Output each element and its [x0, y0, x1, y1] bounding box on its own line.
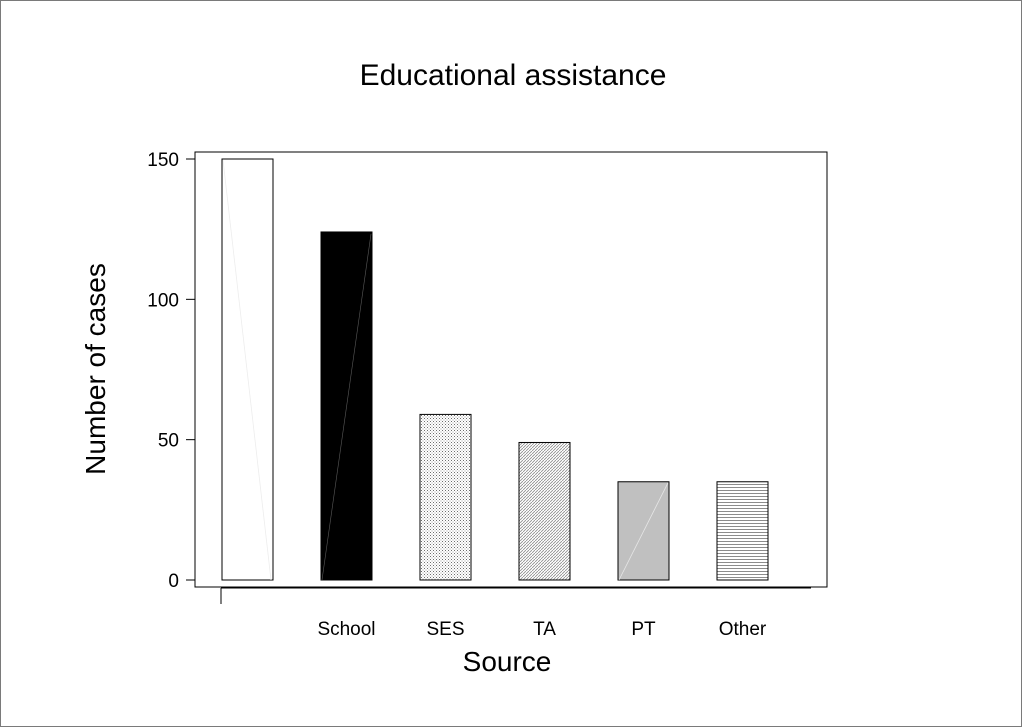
x-tick-label: School: [317, 619, 375, 640]
chart-title: Educational assistance: [360, 59, 667, 92]
x-tick-label: SES: [426, 619, 464, 640]
y-tick-label: 150: [147, 150, 179, 171]
bar-ses: [419, 413, 472, 581]
y-axis: 0 50 100 150: [147, 150, 196, 592]
bar-artifact-line: [618, 482, 669, 581]
bar-ta: [518, 441, 571, 581]
x-tick-label: PT: [631, 619, 656, 640]
x-tick-label: Other: [719, 619, 767, 640]
x-axis: School SES TA PT Other: [220, 587, 811, 640]
y-tick-label: 100: [147, 290, 179, 311]
bar-artifact-line: [222, 159, 272, 581]
bar-unlabeled: [221, 158, 274, 581]
bar-artifact-line: [321, 233, 372, 581]
x-tick-label: TA: [533, 619, 556, 640]
y-tick-label: 50: [158, 431, 179, 452]
bar-other: [716, 481, 769, 581]
y-axis-label: Number of cases: [80, 263, 111, 475]
bars-group: [221, 158, 769, 581]
y-tick-label: 0: [168, 571, 179, 592]
x-axis-label: Source: [463, 646, 552, 677]
